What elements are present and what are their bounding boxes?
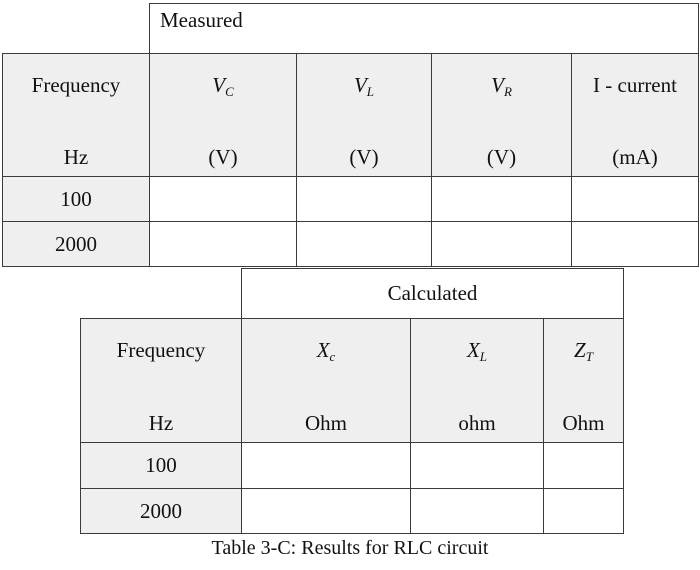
header-unit: Ohm: [562, 411, 605, 435]
calculated-row-2-xl-cell[interactable]: [410, 488, 544, 534]
header-unit: Hz: [63, 145, 89, 169]
calculated-row-1-xc-cell[interactable]: [241, 442, 411, 489]
measured-group-header: Measured: [149, 3, 699, 54]
frequency-value: 2000: [140, 498, 182, 523]
header-unit: Ohm: [305, 411, 347, 435]
header-unit: (V): [349, 145, 379, 169]
measured-row-2-vl-cell[interactable]: [296, 221, 432, 267]
measured-row-2-vc-cell[interactable]: [149, 221, 297, 267]
frequency-value: 100: [60, 186, 92, 211]
measured-row-1-vl-cell[interactable]: [296, 176, 432, 222]
symbol-vc: VC: [212, 73, 234, 99]
table-caption: Table 3-C: Results for RLC circuit: [211, 537, 489, 559]
measured-header-vr: VR (V): [431, 53, 572, 177]
calculated-header-frequency: Frequency Hz: [80, 318, 242, 443]
calculated-group-label: Calculated: [387, 281, 478, 305]
measured-group-label: Measured: [160, 8, 243, 32]
calculated-group-header: Calculated: [241, 268, 624, 319]
header-label: I - current: [593, 73, 677, 97]
measured-row-1-vc-cell[interactable]: [149, 176, 297, 222]
header-unit: Hz: [148, 411, 174, 435]
header-unit: (V): [486, 145, 517, 169]
symbol-zt: ZT: [574, 338, 593, 364]
header-unit: (mA): [612, 145, 658, 169]
measured-row-1-frequency: 100: [2, 176, 150, 222]
symbol-vl: VL: [353, 73, 375, 99]
header-unit: ohm: [458, 411, 496, 435]
header-unit: (V): [208, 145, 238, 169]
calculated-row-2-frequency: 2000: [80, 488, 242, 534]
measured-row-2-current-cell[interactable]: [571, 221, 699, 267]
calculated-row-2-xc-cell[interactable]: [241, 488, 411, 534]
measured-row-1-vr-cell[interactable]: [431, 176, 572, 222]
calculated-header-xl: XL ohm: [410, 318, 544, 443]
frequency-value: 100: [145, 453, 177, 477]
header-label: Frequency: [116, 338, 206, 362]
frequency-value: 2000: [55, 231, 97, 256]
symbol-xc: Xc: [316, 338, 336, 364]
calculated-header-zt: ZT Ohm: [543, 318, 624, 443]
measured-header-vc: VC (V): [149, 53, 297, 177]
calculated-row-1-frequency: 100: [80, 442, 242, 489]
header-label: Frequency: [31, 73, 121, 97]
calculated-row-1-xl-cell[interactable]: [410, 442, 544, 489]
measured-header-frequency: Frequency Hz: [2, 53, 150, 177]
measured-header-vl: VL (V): [296, 53, 432, 177]
measured-row-2-vr-cell[interactable]: [431, 221, 572, 267]
symbol-vr: VR: [491, 73, 512, 99]
calculated-row-1-zt-cell[interactable]: [543, 442, 624, 489]
measured-row-1-current-cell[interactable]: [571, 176, 699, 222]
measured-row-2-frequency: 2000: [2, 221, 150, 267]
symbol-xl: XL: [466, 338, 488, 364]
measured-header-current: I - current (mA): [571, 53, 699, 177]
calculated-row-2-zt-cell[interactable]: [543, 488, 624, 534]
calculated-header-xc: Xc Ohm: [241, 318, 411, 443]
